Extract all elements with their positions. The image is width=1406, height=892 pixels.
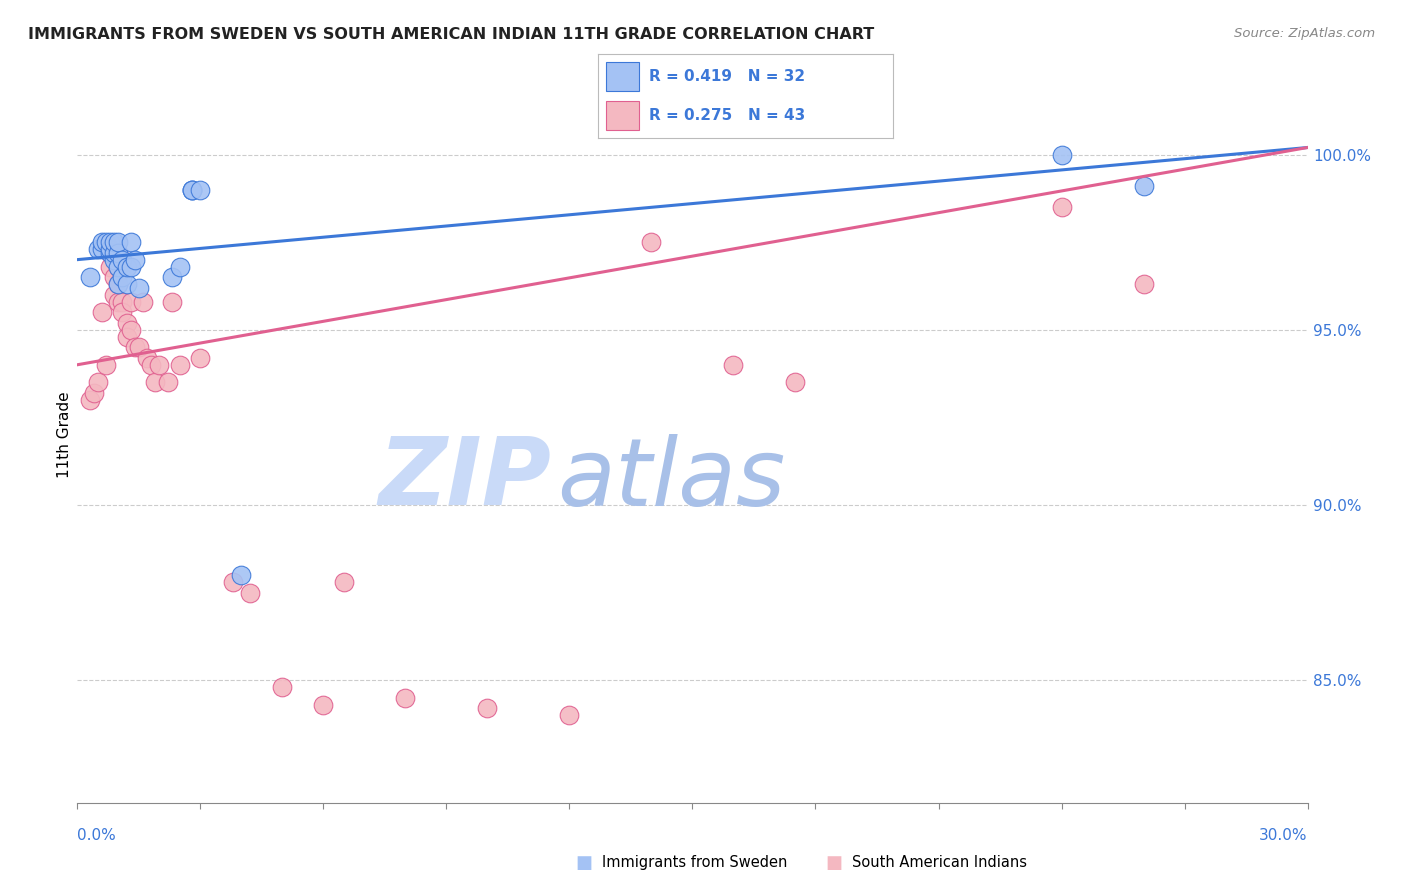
Point [1132,179,1154,194]
Text: ■: ■ [575,854,592,871]
Point [188,351,212,365]
Point [181,182,204,196]
Point [107,245,129,260]
Point [107,260,129,274]
Point [477,701,499,715]
Point [98,235,121,249]
Point [148,358,170,372]
Point [120,260,142,274]
Bar [606,101,638,130]
Point [107,245,129,260]
Point [1050,147,1073,161]
Point [103,270,125,285]
Point [103,287,125,301]
Point [98,245,121,260]
Point [136,351,159,365]
Point [1132,277,1154,292]
Point [107,294,129,309]
Text: Immigrants from Sweden: Immigrants from Sweden [602,855,787,870]
Point [312,698,335,712]
Y-axis label: 11th Grade: 11th Grade [56,392,72,478]
Point [1050,200,1073,214]
Point [115,260,138,274]
Point [120,235,142,249]
Point [160,270,183,285]
Point [107,277,129,292]
Text: 0.0%: 0.0% [77,829,117,843]
Point [231,568,253,582]
Point [94,235,117,249]
Text: South American Indians: South American Indians [852,855,1026,870]
Point [128,281,150,295]
Point [98,242,121,256]
Point [222,574,245,589]
Point [103,252,125,267]
Point [188,182,212,196]
Text: 30.0%: 30.0% [1260,829,1308,843]
Point [103,235,125,249]
Point [111,270,134,285]
Point [90,235,114,249]
Point [107,235,129,249]
Text: R = 0.419   N = 32: R = 0.419 N = 32 [650,69,806,84]
Point [239,585,262,599]
Point [79,392,101,407]
Text: R = 0.275   N = 43: R = 0.275 N = 43 [650,108,806,123]
Bar [606,62,638,91]
Text: Source: ZipAtlas.com: Source: ZipAtlas.com [1234,27,1375,40]
Point [111,294,134,309]
Point [132,294,155,309]
Point [640,235,662,249]
Point [115,316,138,330]
Point [160,294,183,309]
Point [90,305,114,319]
Point [141,358,163,372]
Point [783,376,806,390]
Point [120,323,142,337]
Text: IMMIGRANTS FROM SWEDEN VS SOUTH AMERICAN INDIAN 11TH GRADE CORRELATION CHART: IMMIGRANTS FROM SWEDEN VS SOUTH AMERICAN… [28,27,875,42]
Point [120,294,142,309]
Text: ZIP: ZIP [378,433,551,525]
Point [103,245,125,260]
Point [90,242,114,256]
Point [169,260,191,274]
Point [98,245,121,260]
Point [87,242,110,256]
Point [79,270,101,285]
Point [107,260,129,274]
Point [111,305,134,319]
Point [128,340,150,354]
Point [181,182,204,196]
Point [115,330,138,344]
Point [271,680,294,694]
Point [107,277,129,292]
Point [98,260,121,274]
Text: atlas: atlas [557,434,786,524]
Text: ■: ■ [825,854,842,871]
Point [723,358,745,372]
Point [94,358,117,372]
Point [83,385,105,400]
Point [87,376,110,390]
Point [124,252,146,267]
Point [169,358,191,372]
Point [111,252,134,267]
Point [124,340,146,354]
Point [558,708,581,723]
Point [156,376,179,390]
Point [115,277,138,292]
Point [394,690,416,705]
Point [143,376,166,390]
Point [181,182,204,196]
Point [333,574,356,589]
